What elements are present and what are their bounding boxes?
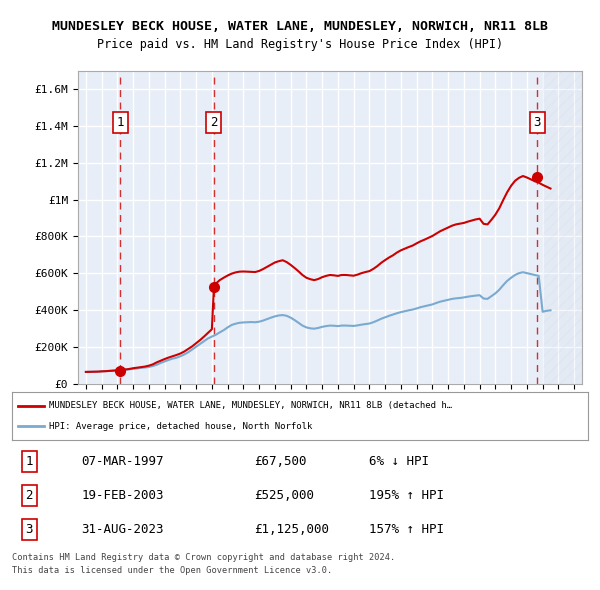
Text: Price paid vs. HM Land Registry's House Price Index (HPI): Price paid vs. HM Land Registry's House …: [97, 38, 503, 51]
Text: MUNDESLEY BECK HOUSE, WATER LANE, MUNDESLEY, NORWICH, NR11 8LB: MUNDESLEY BECK HOUSE, WATER LANE, MUNDES…: [52, 20, 548, 33]
Text: 195% ↑ HPI: 195% ↑ HPI: [369, 489, 444, 502]
Text: 2: 2: [26, 489, 33, 502]
Text: 2: 2: [210, 116, 218, 129]
Text: 1: 1: [116, 116, 124, 129]
Text: 19-FEB-2003: 19-FEB-2003: [81, 489, 164, 502]
Text: 31-AUG-2023: 31-AUG-2023: [81, 523, 164, 536]
Text: 6% ↓ HPI: 6% ↓ HPI: [369, 455, 429, 468]
Text: This data is licensed under the Open Government Licence v3.0.: This data is licensed under the Open Gov…: [12, 566, 332, 575]
Bar: [542, 71, 582, 384]
Text: HPI: Average price, detached house, North Norfolk: HPI: Average price, detached house, Nort…: [49, 422, 313, 431]
Text: 07-MAR-1997: 07-MAR-1997: [81, 455, 164, 468]
Text: 157% ↑ HPI: 157% ↑ HPI: [369, 523, 444, 536]
Text: MUNDESLEY BECK HOUSE, WATER LANE, MUNDESLEY, NORWICH, NR11 8LB (detached h…: MUNDESLEY BECK HOUSE, WATER LANE, MUNDES…: [49, 401, 452, 410]
Text: £67,500: £67,500: [254, 455, 307, 468]
Text: 3: 3: [533, 116, 541, 129]
Text: £525,000: £525,000: [254, 489, 314, 502]
Text: 1: 1: [26, 455, 33, 468]
Text: £1,125,000: £1,125,000: [254, 523, 329, 536]
Text: 3: 3: [26, 523, 33, 536]
Text: Contains HM Land Registry data © Crown copyright and database right 2024.: Contains HM Land Registry data © Crown c…: [12, 553, 395, 562]
